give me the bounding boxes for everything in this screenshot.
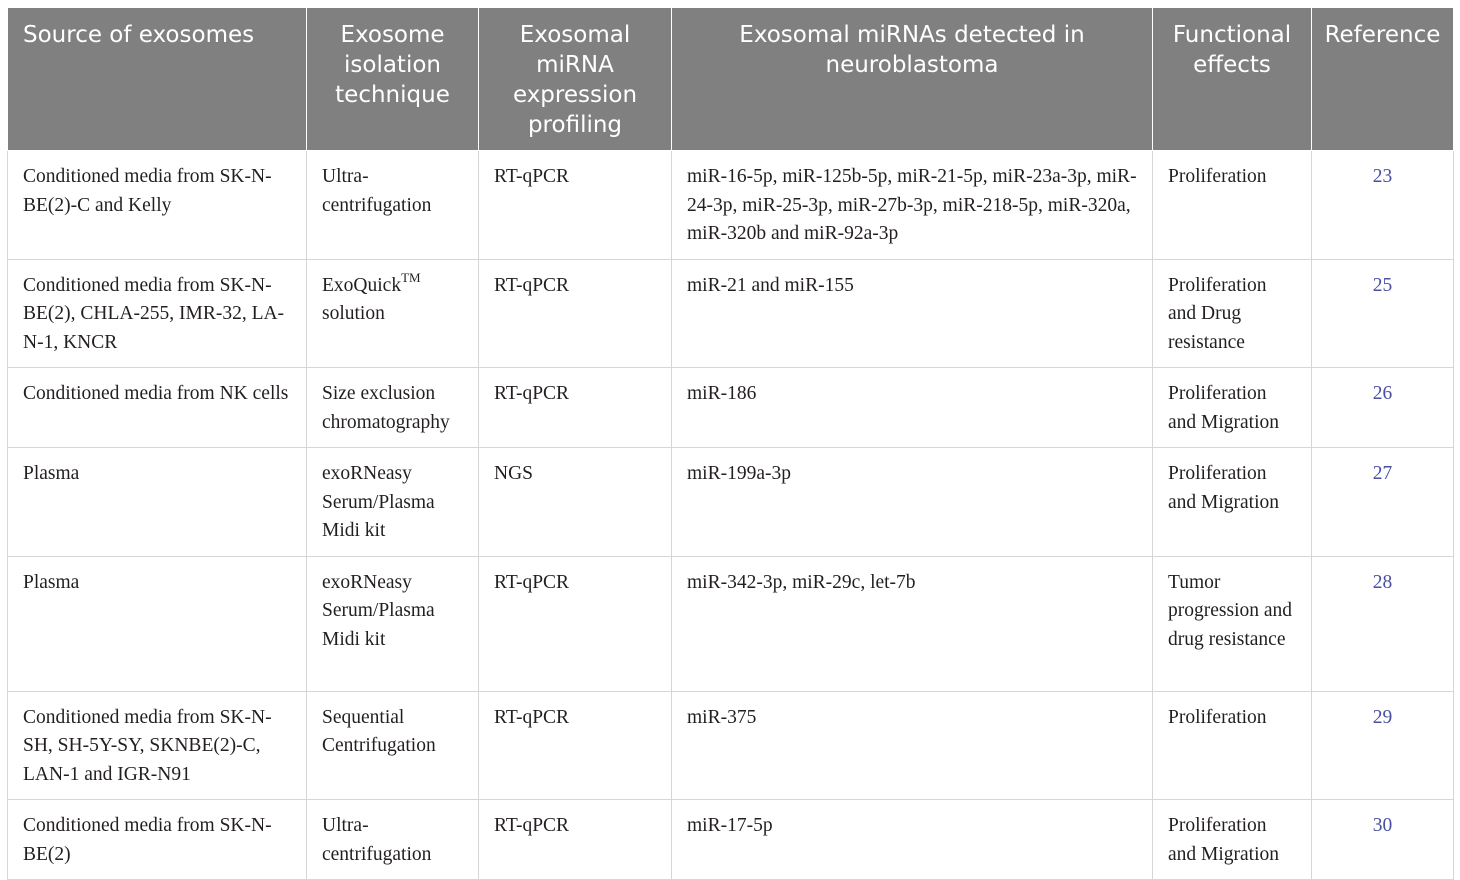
header-isolation: Exosome isolation technique — [306, 7, 479, 151]
cell-profiling: RT-qPCR — [478, 799, 672, 880]
isolation-text: Sequential Centrifugation — [322, 706, 436, 757]
reference-link[interactable]: 23 — [1372, 166, 1393, 187]
cell-reference: 26 — [1311, 367, 1454, 448]
reference-link[interactable]: 28 — [1372, 571, 1393, 593]
isolation-text: Size exclusion chromatography — [322, 383, 450, 433]
cell-effects: Proliferation — [1152, 150, 1312, 260]
cell-reference: 23 — [1311, 150, 1454, 260]
cell-isolation: exoRNeasy Serum/Plasma Midi kit — [306, 447, 479, 557]
table-body: Conditioned media from SK-N-BE(2)-C and … — [7, 150, 1454, 880]
header-effects: Functional effects — [1152, 7, 1312, 151]
cell-mirnas: miR-17-5p — [671, 799, 1153, 880]
cell-reference: 27 — [1311, 447, 1454, 557]
cell-isolation: Size exclusion chromatography — [306, 367, 479, 448]
isolation-text: Ultra-centrifugation — [322, 815, 432, 865]
reference-link[interactable]: 25 — [1372, 274, 1393, 296]
cell-isolation: exoRNeasy Serum/Plasma Midi kit — [306, 555, 479, 692]
cell-isolation: Sequential Centrifugation — [306, 690, 479, 800]
cell-profiling: RT-qPCR — [478, 258, 672, 368]
table-row: Conditioned media from SK-N-BE(2)-C and … — [7, 150, 1454, 260]
cell-mirnas: miR-21 and miR-155 — [671, 258, 1153, 368]
cell-effects: Proliferation and Migration — [1152, 447, 1312, 557]
table-header: Source of exosomes Exosome isolation tec… — [7, 7, 1454, 151]
cell-reference: 25 — [1311, 258, 1454, 368]
isolation-text: exoRNeasy Serum/Plasma Midi kit — [322, 571, 435, 650]
cell-reference: 29 — [1311, 690, 1454, 800]
cell-reference: 28 — [1311, 555, 1454, 692]
cell-mirnas: miR-16-5p, miR-125b-5p, miR-21-5p, miR-2… — [671, 150, 1153, 260]
table-row: Conditioned media from SK-N-BE(2) Ultra-c… — [7, 799, 1454, 880]
cell-profiling: RT-qPCR — [478, 367, 672, 448]
header-mirnas: Exosomal miRNAs detected in neuroblastom… — [671, 7, 1153, 151]
cell-isolation: ExoQuickTM solution — [306, 258, 479, 368]
table-row: Conditioned media from SK-N-BE(2), CHLA-… — [7, 258, 1454, 368]
table-row: Plasma exoRNeasy Serum/Plasma Midi kit NGS… — [7, 447, 1454, 557]
table-row: Conditioned media from SK-N-SH, SH-5Y-SY… — [7, 690, 1454, 800]
cell-source: Plasma — [7, 447, 307, 557]
cell-profiling: NGS — [478, 447, 672, 557]
cell-mirnas: miR-375 — [671, 690, 1153, 800]
cell-source: Plasma — [7, 555, 307, 692]
reference-link[interactable]: 27 — [1372, 463, 1393, 484]
cell-source: Conditioned media from NK cells — [7, 367, 307, 448]
cell-isolation: Ultra-centrifugation — [306, 150, 479, 260]
isolation-suffix: solution — [322, 303, 385, 324]
reference-link[interactable]: 30 — [1372, 815, 1393, 836]
header-profiling: Exosomal miRNA expression profiling — [478, 7, 672, 151]
header-reference: Reference — [1311, 7, 1454, 151]
cell-effects: Tumor progression and drug resistance — [1152, 555, 1312, 692]
exosomal-mirna-table: Source of exosomes Exosome isolation tec… — [7, 7, 1454, 880]
cell-source: Conditioned media from SK-N-BE(2)-C and … — [7, 150, 307, 260]
cell-effects: Proliferation and Migration — [1152, 367, 1312, 448]
cell-effects: Proliferation — [1152, 690, 1312, 800]
cell-profiling: RT-qPCR — [478, 690, 672, 800]
cell-source: Conditioned media from SK-N-BE(2) — [7, 799, 307, 880]
cell-mirnas: miR-342-3p, miR-29c, let-7b — [671, 555, 1153, 692]
header-row: Source of exosomes Exosome isolation tec… — [7, 7, 1454, 151]
cell-mirnas: miR-186 — [671, 367, 1153, 448]
reference-link[interactable]: 26 — [1372, 383, 1393, 404]
table-row: Plasma exoRNeasy Serum/Plasma Midi kit RT-… — [7, 555, 1454, 692]
cell-source: Conditioned media from SK-N-SH, SH-5Y-SY… — [7, 690, 307, 800]
cell-isolation: Ultra-centrifugation — [306, 799, 479, 880]
cell-effects: Proliferation and Drug resistance — [1152, 258, 1312, 368]
reference-link[interactable]: 29 — [1372, 706, 1393, 728]
isolation-text: ExoQuick — [322, 274, 402, 296]
header-source: Source of exosomes — [7, 7, 307, 151]
cell-effects: Proliferation and Migration — [1152, 799, 1312, 880]
cell-profiling: RT-qPCR — [478, 555, 672, 692]
isolation-text: exoRNeasy Serum/Plasma Midi kit — [322, 463, 435, 541]
cell-reference: 30 — [1311, 799, 1454, 880]
cell-source: Conditioned media from SK-N-BE(2), CHLA-… — [7, 258, 307, 368]
isolation-text: Ultra-centrifugation — [322, 166, 432, 216]
trademark-superscript: TM — [401, 270, 421, 285]
cell-mirnas: miR-199a-3p — [671, 447, 1153, 557]
table-container: Source of exosomes Exosome isolation tec… — [7, 7, 1454, 880]
table-row: Conditioned media from NK cells Size excl… — [7, 367, 1454, 448]
cell-profiling: RT-qPCR — [478, 150, 672, 260]
